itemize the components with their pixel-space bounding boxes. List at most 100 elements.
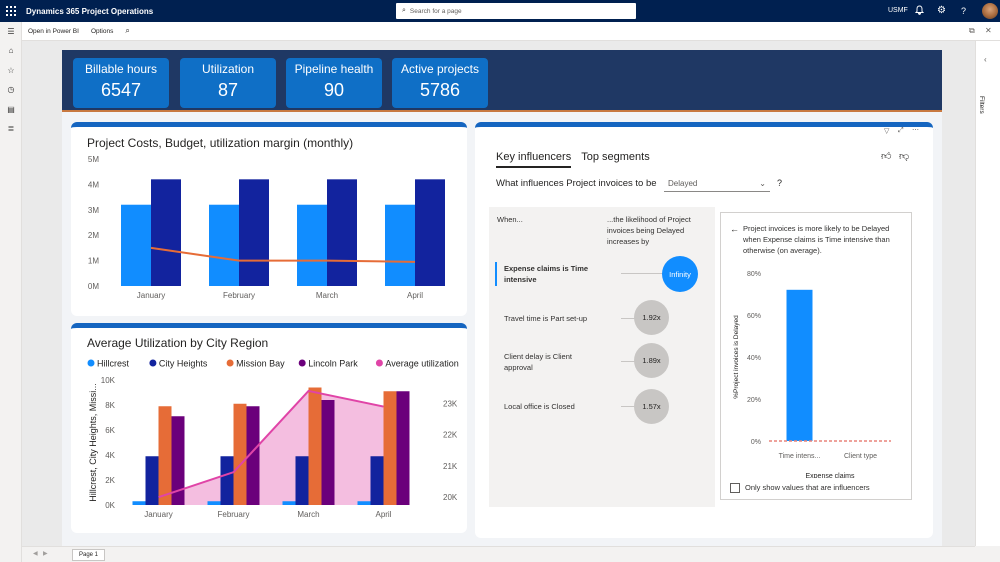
tab-top-segments[interactable]: Top segments bbox=[581, 151, 650, 163]
open-in-powerbi-button[interactable]: Open in Power BI bbox=[28, 27, 79, 35]
hamburger-icon[interactable]: ☰ bbox=[7, 27, 15, 36]
kpi-value: 6547 bbox=[100, 80, 142, 100]
influencer-bubble[interactable]: 1.57x bbox=[634, 389, 669, 424]
influencer-detail-panel: ← Project invoices is more likely to be … bbox=[720, 212, 912, 500]
x-tick-label: January bbox=[137, 291, 165, 300]
filter-icon[interactable]: ▽ bbox=[884, 128, 890, 135]
x-tick-label: April bbox=[407, 291, 423, 300]
influencer-bubble[interactable]: Infinity bbox=[662, 256, 698, 292]
y2-tick-label: 20K bbox=[443, 493, 458, 502]
y-tick-label: 4M bbox=[88, 180, 99, 189]
chart-title: Average Utilization by City Region bbox=[87, 336, 269, 350]
connector-line bbox=[621, 406, 635, 407]
only-influencers-checkbox[interactable] bbox=[730, 483, 740, 493]
connector-line bbox=[621, 273, 665, 274]
influencer-detail-chart[interactable]: 0% 20% 40% 60% 80% %Project invoices is Delay… bbox=[721, 263, 911, 478]
back-arrow-icon[interactable]: ← bbox=[730, 224, 739, 234]
series-line bbox=[150, 246, 416, 263]
kpi-title: Utilization bbox=[201, 62, 255, 76]
filters-pane[interactable]: ‹ Filters bbox=[975, 41, 1000, 546]
y-tick-label: 0M bbox=[88, 282, 99, 291]
bar bbox=[396, 391, 410, 505]
y-tick-label: 1M bbox=[88, 257, 99, 266]
influencer-bubble[interactable]: 1.89x bbox=[634, 343, 669, 378]
left-nav: ☰ ⌂ ☆ ◷ ▤ ≣ bbox=[0, 22, 22, 562]
chevron-left-icon[interactable]: ◀ bbox=[33, 551, 38, 557]
influencer-label[interactable]: Expense claims is Time intensive bbox=[504, 264, 589, 284]
search-box[interactable]: ⌕ Search for a page bbox=[396, 3, 636, 19]
x-tick-label: April bbox=[375, 510, 391, 519]
kpi-billable-hours[interactable]: Billable hours 6547 bbox=[73, 58, 169, 108]
app-name[interactable]: Dynamics 365 Project Operations bbox=[26, 6, 154, 16]
utilization-chart[interactable]: Hillcrest City Heights Mission Bay Lincoln … bbox=[71, 350, 467, 530]
legend-marker bbox=[149, 359, 157, 367]
close-icon[interactable]: ✕ bbox=[985, 26, 992, 35]
chevron-left-icon[interactable]: ‹ bbox=[984, 55, 987, 64]
y-tick-label: 4K bbox=[105, 451, 115, 460]
outcome-dropdown[interactable]: Delayed ⌄ bbox=[664, 176, 770, 192]
more-options-icon[interactable]: ⋯ bbox=[912, 127, 919, 134]
gear-icon[interactable]: ⚙ bbox=[937, 5, 946, 16]
tab-key-influencers[interactable]: Key influencers bbox=[496, 151, 572, 168]
clock-icon[interactable]: ◷ bbox=[7, 85, 15, 94]
col-when: When... bbox=[497, 215, 523, 224]
bar bbox=[246, 406, 260, 505]
home-icon[interactable]: ⌂ bbox=[8, 46, 14, 55]
search-placeholder: Search for a page bbox=[409, 7, 462, 15]
y-tick-label: 0K bbox=[105, 501, 115, 510]
bar bbox=[132, 501, 146, 505]
help-icon[interactable]: ? bbox=[777, 178, 783, 188]
thumbs-up-icon[interactable]: 👍︎ bbox=[881, 151, 892, 162]
chart-title: Project Costs, Budget, utilization margi… bbox=[87, 136, 354, 150]
influencer-bubble[interactable]: 1.92x bbox=[634, 300, 669, 335]
legend-marker bbox=[298, 359, 306, 367]
legend-label: Average utilization bbox=[385, 359, 458, 369]
y-tick-label: 10K bbox=[101, 376, 116, 385]
series-area bbox=[158, 390, 384, 505]
page-tab[interactable]: Page 1 bbox=[72, 549, 106, 561]
company-picker[interactable]: USMF bbox=[888, 7, 908, 14]
influencer-label[interactable]: Travel time is Part set-up bbox=[504, 314, 588, 323]
legend-label: Lincoln Park bbox=[308, 359, 358, 369]
filters-label[interactable]: Filters bbox=[978, 96, 985, 114]
bar bbox=[282, 501, 296, 505]
waffle-menu-icon[interactable] bbox=[0, 0, 22, 22]
bar bbox=[220, 456, 234, 505]
influencer-question: What influences Project invoices to be bbox=[496, 178, 657, 189]
x-axis-label: Expense claims bbox=[805, 473, 855, 478]
avatar[interactable] bbox=[982, 3, 998, 19]
kpi-utilization[interactable]: Utilization 87 bbox=[180, 58, 276, 108]
kpi-pipeline-health[interactable]: Pipeline health 90 bbox=[286, 58, 382, 108]
y2-tick-label: 21K bbox=[443, 462, 458, 471]
costs-chart[interactable]: 0M 1M 2M 3M 4M 5M January February March April bbox=[71, 150, 467, 310]
workspace-icon[interactable]: ▤ bbox=[7, 105, 15, 114]
legend-marker bbox=[375, 359, 383, 367]
bar bbox=[308, 387, 322, 505]
kpi-value: 90 bbox=[323, 80, 345, 100]
popout-icon[interactable]: ⧉ bbox=[969, 26, 975, 35]
legend-label: Mission Bay bbox=[236, 359, 285, 369]
thumbs-down-icon[interactable]: 👎︎ bbox=[899, 151, 910, 162]
legend-marker bbox=[226, 359, 234, 367]
bell-icon[interactable] bbox=[914, 5, 925, 18]
influencer-label[interactable]: Client delay is Client approval bbox=[504, 352, 572, 372]
y-tick-label: 60% bbox=[747, 313, 761, 320]
legend-label: Hillcrest bbox=[97, 359, 130, 369]
list-icon[interactable]: ≣ bbox=[7, 124, 15, 133]
bar bbox=[385, 204, 415, 286]
bar bbox=[145, 456, 159, 505]
kpi-active-projects[interactable]: Active projects 5786 bbox=[392, 58, 488, 108]
search-icon[interactable]: ⌕ bbox=[125, 26, 130, 35]
star-icon[interactable]: ☆ bbox=[7, 66, 15, 75]
chevron-right-icon[interactable]: ▶ bbox=[43, 551, 48, 557]
y-tick-label: 80% bbox=[747, 271, 761, 278]
options-button[interactable]: Options bbox=[90, 27, 114, 35]
key-influencers-tabs: Key influencers Top segments bbox=[496, 151, 650, 168]
focus-mode-icon[interactable]: ⤢ bbox=[898, 127, 904, 134]
y-tick-label: 2K bbox=[105, 476, 115, 485]
connector-line bbox=[621, 318, 635, 319]
help-icon[interactable]: ? bbox=[961, 6, 967, 16]
bar bbox=[370, 456, 384, 505]
bar bbox=[209, 204, 239, 286]
influencer-label[interactable]: Local office is Closed bbox=[504, 402, 575, 411]
